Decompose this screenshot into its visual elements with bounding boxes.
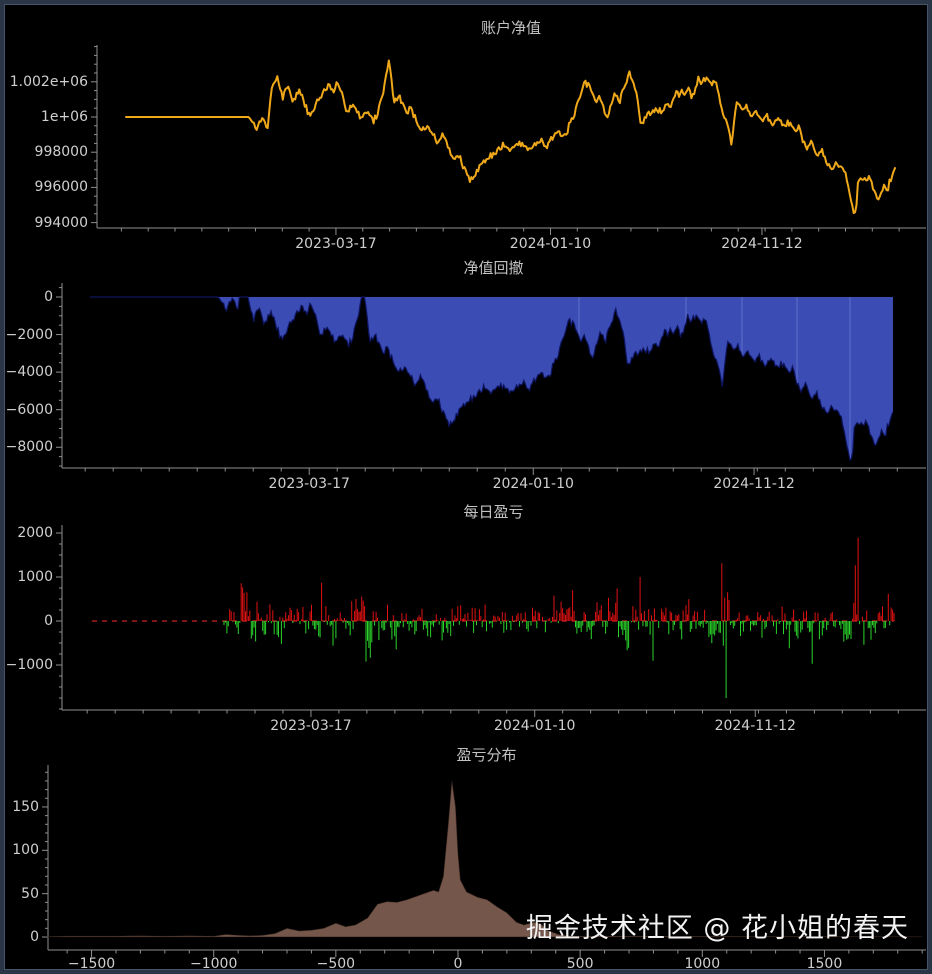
quant-backtest-report: 1.002e+06 1e+06 998000 996000 994000 2023-03-… xyxy=(0,0,932,974)
charts-canvas xyxy=(42,45,926,957)
